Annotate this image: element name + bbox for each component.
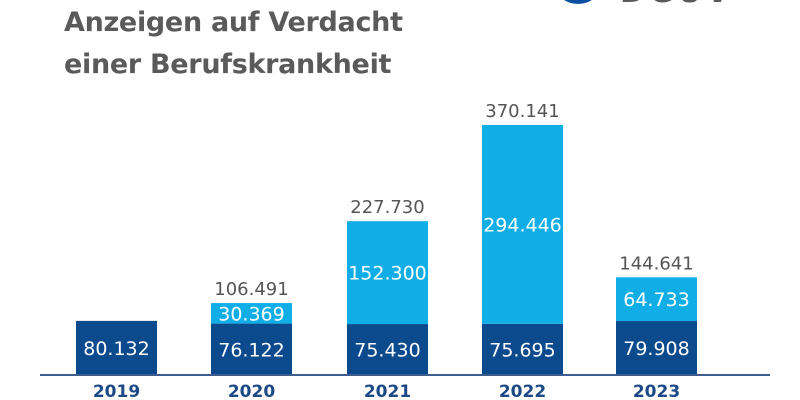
total-label-2023: 144.641 (619, 253, 693, 274)
bar-label-2023-0: 79.908 (623, 338, 689, 360)
bar-label-2020-0: 76.122 (218, 339, 284, 361)
x-tick-2023: 2023 (633, 382, 680, 400)
bar-segment-2023-1 (616, 277, 697, 322)
x-tick-2019: 2019 (93, 382, 140, 400)
bar-label-2019-0: 80.132 (83, 338, 149, 360)
bar-label-2023-1: 64.733 (623, 289, 689, 311)
x-tick-2022: 2022 (499, 382, 546, 400)
bar-label-2020-1: 30.369 (218, 303, 284, 325)
title-line-2: einer Berufskrankheit (64, 49, 392, 80)
bar-segment-2020-0 (211, 323, 292, 375)
bar-label-2022-0: 75.695 (489, 339, 555, 361)
x-tick-2020: 2020 (228, 382, 275, 400)
bar-segment-2022-0 (482, 323, 563, 375)
bar-segment-2020-1 (211, 303, 292, 324)
bar-label-2021-0: 75.430 (354, 340, 420, 362)
bar-segment-2023-0 (616, 321, 697, 375)
svg-text:DGUV: DGUV (620, 0, 733, 8)
total-label-2022: 370.141 (485, 101, 559, 122)
bar-label-2021-1: 152.300 (348, 263, 427, 285)
x-tick-2021: 2021 (364, 382, 411, 400)
bar-segment-2019-0 (76, 320, 157, 375)
chart-title: Anzeigen auf Verdacht einer Berufskrankh… (64, 2, 403, 86)
bar-segment-2022-1 (482, 125, 563, 324)
dguv-logo: DGUV (564, 0, 733, 8)
bar-label-2022-1: 294.446 (483, 214, 562, 236)
total-label-2021: 227.730 (350, 197, 424, 218)
bar-segment-2021-1 (347, 221, 428, 325)
total-label-2020: 106.491 (214, 279, 288, 300)
bar-segment-2021-0 (347, 324, 428, 375)
title-line-1: Anzeigen auf Verdacht (64, 7, 403, 38)
